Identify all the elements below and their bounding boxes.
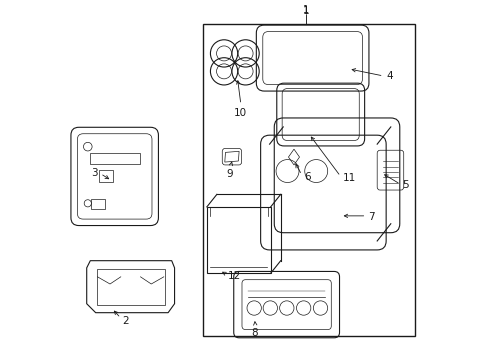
Bar	[89, 153, 140, 164]
Text: 1: 1	[303, 5, 308, 15]
Bar	[203, 24, 414, 336]
Bar	[91, 199, 105, 209]
Text: 3: 3	[91, 168, 97, 178]
Text: 2: 2	[122, 316, 129, 325]
Text: 12: 12	[227, 271, 241, 281]
Text: 9: 9	[225, 169, 232, 179]
Bar	[206, 207, 270, 273]
Text: 5: 5	[402, 180, 408, 190]
Text: 11: 11	[342, 173, 355, 183]
Text: 10: 10	[233, 108, 246, 118]
Text: 6: 6	[304, 172, 310, 183]
Bar	[99, 170, 113, 182]
Text: 4: 4	[386, 71, 392, 81]
Text: 7: 7	[367, 212, 374, 221]
Text: 8: 8	[251, 328, 257, 338]
Bar	[97, 269, 164, 305]
Text: 1: 1	[302, 6, 309, 16]
